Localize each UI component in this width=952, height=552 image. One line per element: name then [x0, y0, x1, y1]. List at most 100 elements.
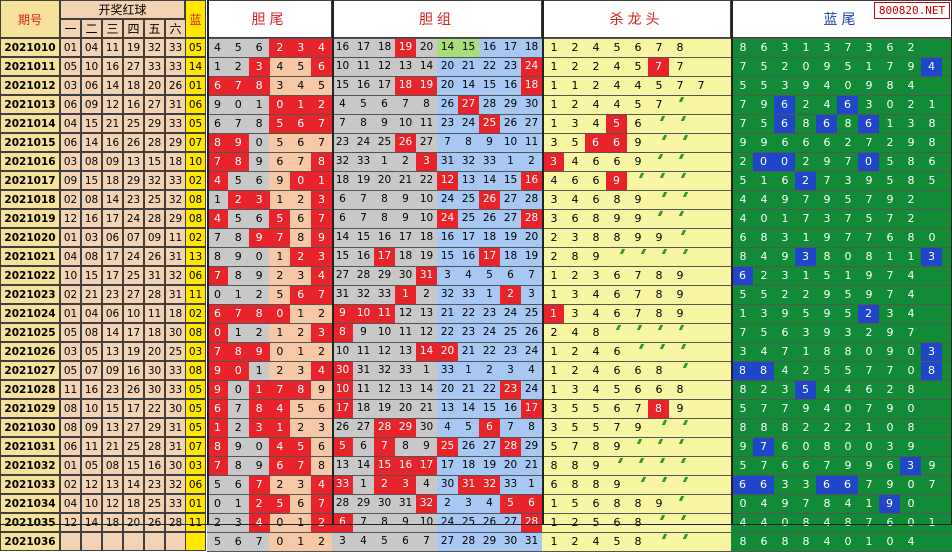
kill-head-number: 3 [571, 117, 579, 130]
red-ball-cell: 10 [81, 494, 102, 513]
blue-tail-number: 0 [865, 440, 873, 453]
kill-head-number: 9 [634, 136, 642, 149]
blue-tail-number: 7 [865, 364, 873, 377]
dan-zu-hit: 32 [416, 494, 437, 513]
kill-head-number: 5 [592, 516, 600, 529]
period-cell: 2021035 [0, 513, 60, 532]
dan-zu-hit: 18 [395, 76, 416, 95]
dan-wei-cell: 9 [207, 95, 228, 114]
blue-tail-number: 5 [739, 402, 747, 415]
red-ball-cell: 16 [81, 380, 102, 399]
dan-wei-cell: 5 [269, 285, 291, 304]
dan-wei-hit: 7 [207, 456, 228, 475]
dan-zu-cell: 21 [416, 399, 437, 418]
blue-tail-number: 5 [844, 307, 852, 320]
dan-wei-hit: 2 [227, 190, 249, 209]
period-cell: 2021022 [0, 266, 60, 285]
kill-head-number: 1 [550, 535, 558, 548]
dan-zu-hit: 2 [500, 285, 521, 304]
red-ball-cell: 04 [81, 304, 102, 323]
grid-line [207, 152, 952, 153]
dan-zu-hit: 17 [374, 247, 395, 266]
kill-head-number: 2 [592, 60, 600, 73]
dan-wei-cell: 0 [227, 95, 249, 114]
dan-wei-cell: 2 [248, 285, 270, 304]
blue-tail-number: 0 [886, 98, 894, 111]
red-ball-cell: 16 [81, 209, 102, 228]
red-ball-cell: 26 [144, 247, 165, 266]
red-ball-cell: 03 [60, 152, 81, 171]
dan-zu-hit: 24 [521, 57, 542, 76]
red-ball-col-header: 五 [144, 19, 165, 38]
blue-tail-number: 9 [907, 60, 915, 73]
kill-head-number: 3 [571, 307, 579, 320]
kill-head-number: 1 [550, 345, 558, 358]
blue-tail-number: 7 [739, 98, 747, 111]
red-ball-cell: 25 [123, 437, 144, 456]
blue-tail-number: 4 [907, 307, 915, 320]
red-ball-cell: 12 [60, 209, 81, 228]
dan-zu-cell: 10 [416, 190, 437, 209]
kill-head-number: 4 [571, 326, 579, 339]
dan-zu-hit: 12 [437, 171, 458, 190]
red-ball-cell: 04 [60, 247, 81, 266]
dan-zu-hit: 16 [521, 171, 542, 190]
dan-wei-hit: 3 [248, 57, 270, 76]
dan-zu-cell: 8 [374, 513, 395, 532]
dan-zu-hit: 10 [353, 304, 374, 323]
red-ball-cell: 29 [144, 114, 165, 133]
dan-zu-cell: 30 [500, 532, 521, 551]
kill-head-number: 5 [571, 421, 579, 434]
dan-wei-cell: 9 [227, 437, 249, 456]
red-ball-cell: 28 [165, 513, 186, 532]
kill-head-number: 5 [592, 421, 600, 434]
kill-head-number: 2 [550, 231, 558, 244]
dan-wei-hit: 4 [248, 513, 270, 532]
dan-wei-hit: 6 [269, 456, 291, 475]
blue-tail-number: 1 [844, 269, 852, 282]
blue-tail-number: 4 [760, 250, 768, 263]
kill-head-number: 2 [571, 345, 579, 358]
blue-tail-number: 7 [844, 155, 852, 168]
dan-zu-cell: 2 [416, 285, 437, 304]
dan-zu-cell: 32 [332, 152, 353, 171]
dan-zu-cell: 23 [500, 342, 521, 361]
dan-wei-hit: 9 [248, 342, 270, 361]
blue-tail-number: 7 [844, 231, 852, 244]
period-cell: 2021016 [0, 152, 60, 171]
blue-tail-number: 1 [739, 307, 747, 320]
grid-line [207, 38, 952, 39]
kill-head-number: 6 [550, 478, 558, 491]
dan-zu-cell: 28 [479, 95, 500, 114]
blue-tail-hit: 6 [837, 475, 858, 494]
dan-zu-cell: 14 [416, 380, 437, 399]
blue-tail-band [731, 57, 952, 76]
blue-ball-cell: 01 [185, 494, 206, 513]
red-ball-cell: 18 [165, 304, 186, 323]
dan-wei-cell: 2 [269, 475, 291, 494]
blue-tail-number: 8 [907, 155, 915, 168]
dan-zu-cell: 4 [437, 418, 458, 437]
blue-tail-number: 3 [886, 440, 894, 453]
dan-wei-cell: 2 [248, 323, 270, 342]
blue-tail-hit: 6 [858, 114, 879, 133]
dan-wei-cell: 8 [227, 266, 249, 285]
blue-ball-cell: 06 [185, 266, 206, 285]
red-ball-cell: 21 [102, 114, 123, 133]
red-ball-cell: 14 [102, 323, 123, 342]
period-cell: 2021018 [0, 190, 60, 209]
kill-head-number: 1 [550, 269, 558, 282]
period-cell: 2021027 [0, 361, 60, 380]
blue-ball-cell: 03 [185, 456, 206, 475]
dan-zu-cell: 9 [374, 114, 395, 133]
dan-wei-cell: 0 [248, 133, 270, 152]
blue-tail-number: 9 [781, 307, 789, 320]
blue-tail-band [731, 228, 952, 247]
blue-tail-number: 6 [739, 231, 747, 244]
dan-wei-hit: 3 [248, 190, 270, 209]
red-ball-cell: 31 [165, 95, 186, 114]
dan-zu-cell: 5 [353, 95, 374, 114]
blue-ball-cell: 05 [185, 380, 206, 399]
blue-tail-number: 0 [844, 79, 852, 92]
blue-ball-cell: 05 [185, 38, 206, 57]
